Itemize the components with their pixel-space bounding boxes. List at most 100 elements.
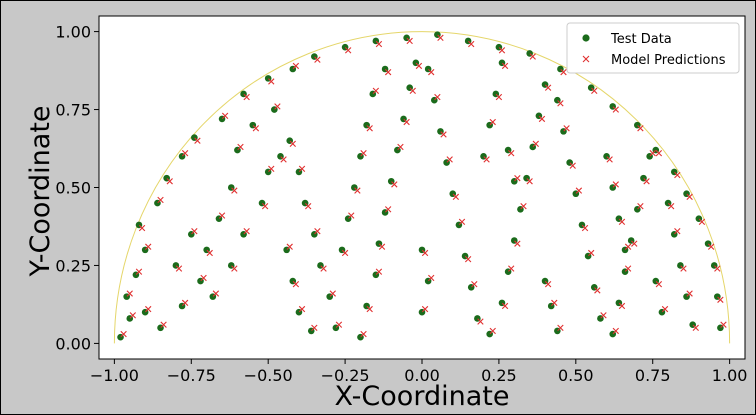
x-tick-label: 0.00	[404, 366, 440, 385]
prediction-point	[415, 62, 423, 70]
x-tick-label: −1.00	[90, 366, 139, 385]
x-tick-label: 0.75	[635, 366, 671, 385]
prediction-point	[529, 53, 536, 60]
prediction-point	[406, 37, 413, 45]
y-axis-ticks: 0.00 0.25 0.50 0.75 1.00	[55, 23, 99, 353]
prediction-point	[591, 87, 598, 95]
x-tick-label: −0.75	[167, 366, 216, 385]
prediction-point	[221, 112, 229, 119]
y-axis-title: Y-Coordinate	[25, 105, 56, 277]
prediction-point	[437, 34, 444, 42]
prediction-point	[268, 78, 275, 85]
prediction-point	[348, 212, 355, 219]
prediction-point	[194, 137, 201, 144]
prediction-point	[175, 265, 183, 272]
legend-label-model-predictions: Model Predictions	[611, 53, 726, 68]
prediction-point	[520, 203, 527, 210]
legend-marker-model-predictions	[582, 55, 590, 63]
prediction-point	[489, 118, 496, 126]
prediction-point	[495, 93, 503, 101]
prediction-point	[428, 274, 435, 282]
y-tick-label: 0.75	[55, 101, 91, 120]
prediction-point	[637, 125, 644, 132]
prediction-point	[532, 140, 540, 148]
prediction-point	[341, 249, 349, 257]
prediction-point	[489, 327, 496, 335]
prediction-point	[268, 165, 275, 172]
prediction-point	[304, 203, 312, 210]
semicircle-boundary	[113, 31, 731, 344]
y-tick-label: 0.00	[55, 334, 91, 353]
prediction-point	[391, 181, 398, 188]
legend-box	[566, 22, 740, 74]
prediction-point	[680, 265, 687, 272]
legend-cross	[582, 55, 590, 63]
prediction-point	[157, 196, 164, 204]
prediction-point	[138, 224, 146, 232]
x-axis-ticks: −1.00 −0.75 −0.50 −0.25 0.00 0.25 0.50 0.75 1.00	[90, 359, 748, 385]
prediction-point	[686, 290, 693, 297]
prediction-point	[145, 243, 152, 250]
prediction-point	[514, 240, 521, 247]
prediction-point	[643, 178, 650, 185]
prediction-point	[440, 131, 447, 138]
prediction-point	[237, 143, 244, 151]
prediction-point	[360, 330, 367, 338]
prediction-point	[292, 280, 300, 288]
prediction-point	[320, 265, 327, 272]
prediction-point	[421, 305, 429, 313]
prediction-point	[575, 187, 583, 194]
prediction-point	[397, 143, 404, 151]
prediction-point	[624, 243, 632, 250]
x-tick-label: −0.25	[321, 366, 370, 385]
prediction-point	[468, 40, 475, 48]
prediction-point	[231, 265, 238, 272]
prediction-point	[692, 324, 699, 332]
prediction-point	[160, 321, 167, 328]
prediction-point	[581, 224, 589, 232]
prediction-point	[600, 312, 607, 319]
prediction-point	[501, 302, 509, 310]
prediction-point	[707, 243, 715, 250]
prediction-point	[421, 249, 429, 257]
prediction-point	[569, 162, 576, 169]
y-tick-label: 0.50	[55, 179, 91, 198]
points-layer	[117, 31, 727, 341]
prediction-point	[335, 321, 343, 328]
prediction-point	[314, 56, 321, 63]
prediction-point	[551, 299, 558, 307]
prediction-point	[428, 68, 435, 76]
y-tick-label: 1.00	[55, 23, 91, 42]
prediction-point	[261, 203, 269, 210]
prediction-point	[145, 305, 152, 313]
prediction-point	[120, 330, 127, 338]
prediction-point	[612, 106, 619, 113]
prediction-point	[289, 140, 296, 148]
prediction-point	[560, 68, 567, 76]
prediction-point	[667, 203, 675, 210]
prediction-point	[471, 280, 478, 288]
prediction-point	[252, 125, 260, 132]
prediction-point	[508, 265, 515, 272]
prediction-point	[477, 318, 484, 325]
prediction-point	[298, 305, 306, 313]
x-axis-title: X-Coordinate	[335, 381, 510, 412]
prediction-point	[717, 296, 724, 303]
prediction-point	[655, 150, 663, 157]
prediction-point	[354, 187, 361, 194]
prediction-point	[508, 150, 515, 157]
prediction-point	[563, 125, 570, 132]
prediction-point	[378, 243, 386, 250]
prediction-point	[526, 178, 533, 185]
x-tick-label: 1.00	[712, 366, 748, 385]
prediction-point	[181, 299, 189, 307]
prediction-point	[360, 150, 367, 157]
prediction-point	[243, 93, 250, 101]
prediction-point	[514, 174, 521, 182]
prediction-point	[375, 268, 383, 275]
prediction-point	[372, 87, 380, 95]
prediction-point	[720, 321, 727, 328]
prediction-point	[292, 62, 300, 70]
prediction-point	[557, 100, 564, 107]
